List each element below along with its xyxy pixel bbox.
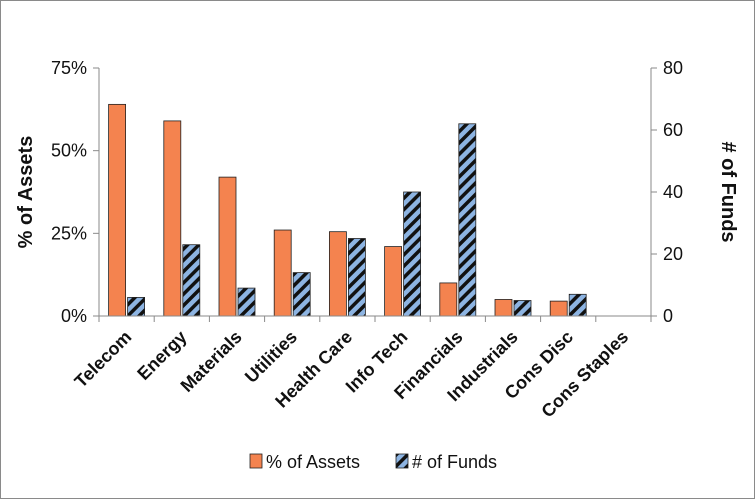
legend-label-funds: # of Funds bbox=[412, 452, 497, 472]
bar-funds bbox=[237, 287, 256, 317]
bar-assets bbox=[439, 282, 458, 317]
left-tick-label: 0% bbox=[61, 306, 87, 326]
left-tick-label: 75% bbox=[51, 58, 87, 78]
right-axis-title: # of Funds bbox=[717, 141, 739, 242]
right-tick-label: 0 bbox=[663, 306, 673, 326]
legend-swatch-assets bbox=[249, 453, 263, 469]
bar-funds bbox=[513, 300, 532, 317]
bar-funds bbox=[182, 244, 201, 317]
bar-assets bbox=[549, 300, 568, 317]
bar-funds bbox=[458, 123, 477, 317]
bar-funds bbox=[568, 293, 587, 317]
right-tick-label: 40 bbox=[663, 182, 683, 202]
bar-assets bbox=[218, 176, 237, 317]
bar-assets bbox=[384, 246, 403, 317]
bar-funds bbox=[292, 272, 311, 317]
bar-assets bbox=[108, 103, 126, 317]
left-tick-label: 25% bbox=[51, 223, 87, 243]
bar-assets bbox=[494, 299, 513, 317]
category-label: Telecom bbox=[71, 327, 136, 392]
left-axis-title: % of Assets bbox=[15, 136, 37, 249]
bar-assets bbox=[163, 120, 182, 317]
bar-funds bbox=[347, 238, 366, 317]
bar-assets bbox=[328, 231, 347, 317]
right-tick-label: 20 bbox=[663, 244, 683, 264]
legend-label-assets: % of Assets bbox=[266, 452, 360, 472]
legend-swatch-funds bbox=[395, 453, 409, 469]
bar-assets bbox=[273, 229, 292, 317]
right-tick-label: 80 bbox=[663, 58, 683, 78]
right-tick-label: 60 bbox=[663, 120, 683, 140]
bar-funds bbox=[403, 191, 422, 317]
left-tick-label: 50% bbox=[51, 141, 87, 161]
legend: % of Assets # of Funds bbox=[249, 452, 497, 472]
bar-funds bbox=[127, 296, 145, 317]
